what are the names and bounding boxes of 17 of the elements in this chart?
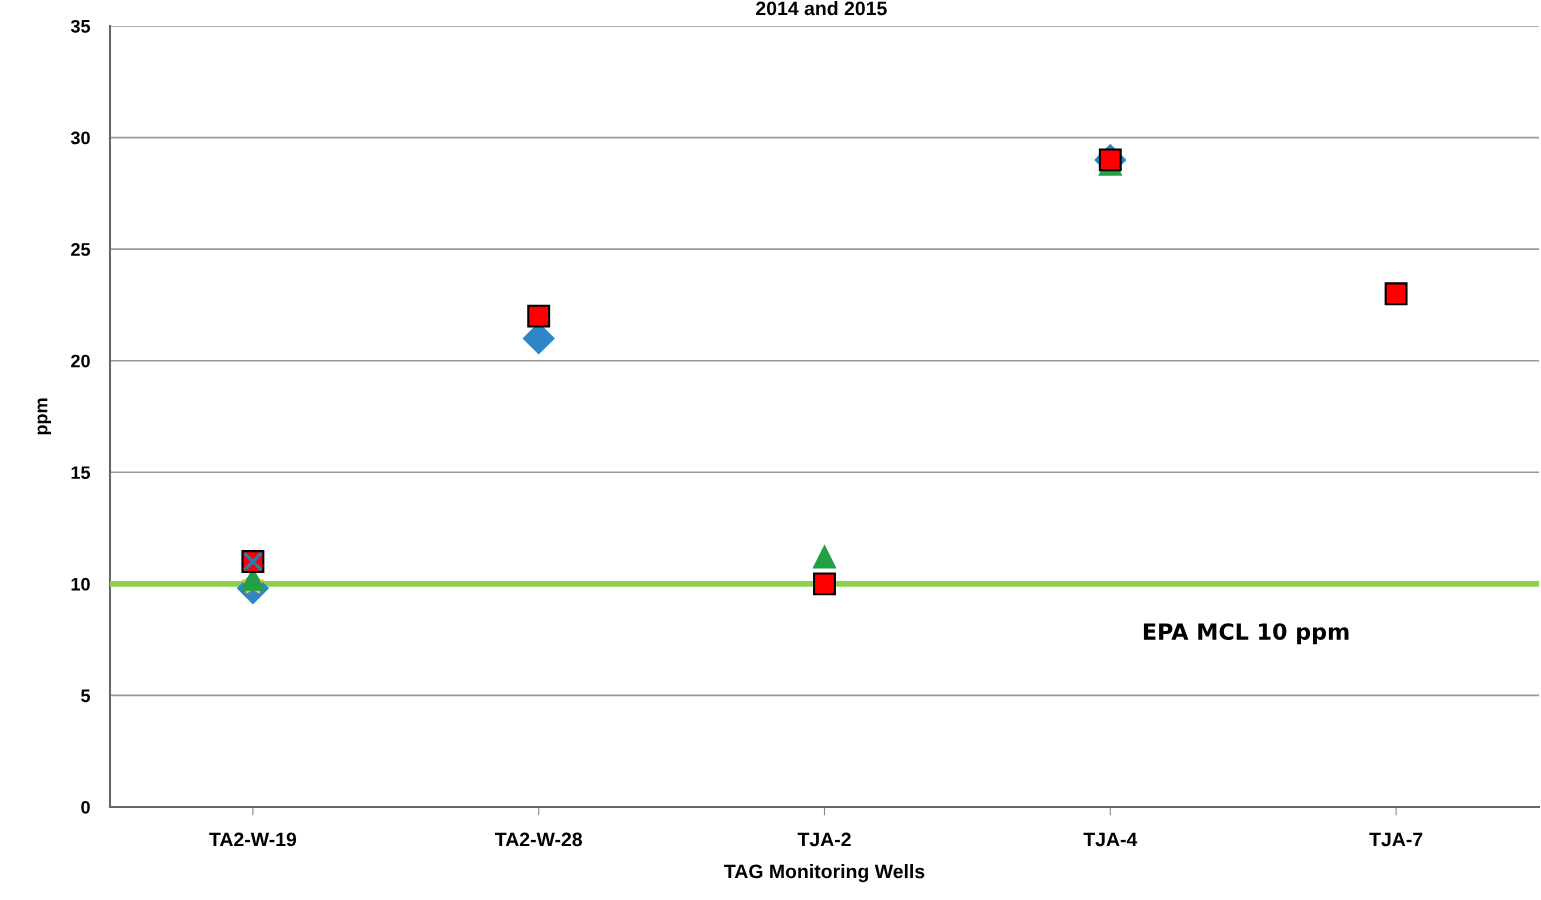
y-tick-label: 20 <box>71 354 90 368</box>
y-tick-label: 15 <box>71 466 91 480</box>
y-tick-label: 30 <box>70 131 90 145</box>
x-axis-title: TAG Monitoring Wells <box>724 864 925 883</box>
x-tick-label: TJA-7 <box>1369 832 1423 847</box>
x-tick-label: TA2-W-28 <box>495 832 583 847</box>
y-tick-label: 10 <box>71 577 90 591</box>
x-tick-label: TA2-W-19 <box>209 832 297 847</box>
y-tick-label: 5 <box>81 689 91 703</box>
y-tick-label: 0 <box>81 800 90 814</box>
chart-title: 2014 and 2015 <box>756 1 887 16</box>
y-tick-label: 35 <box>70 19 91 33</box>
y-axis-title: ppm <box>37 398 52 435</box>
ref-line-label: EPA MCL 10 ppm <box>1143 623 1349 645</box>
x-tick-label: TJA-2 <box>797 832 851 847</box>
x-tick-label: TJA-4 <box>1083 832 1138 847</box>
y-tick-label: 25 <box>71 243 91 256</box>
